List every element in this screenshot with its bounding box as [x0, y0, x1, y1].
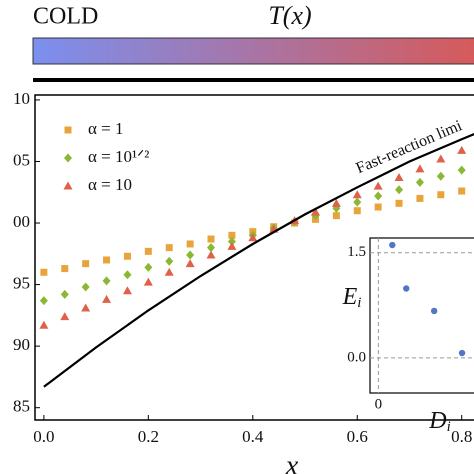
inset-x-tick-label: 0 — [375, 396, 383, 412]
y-tick-label: 00 — [13, 212, 30, 231]
legend-label: α = 10¹ᐟ² — [88, 147, 149, 166]
marker-triangle — [436, 154, 446, 163]
marker-square — [458, 187, 466, 195]
marker-square — [61, 265, 69, 273]
inset-y-tick-label: 1.5 — [347, 244, 366, 260]
marker-triangle — [39, 320, 49, 329]
marker-diamond — [395, 185, 404, 195]
marker-triangle — [143, 277, 153, 286]
marker-triangle — [81, 303, 91, 312]
marker-triangle — [248, 233, 258, 242]
marker-dot — [430, 307, 438, 315]
marker-diamond — [353, 197, 362, 207]
marker-triangle — [352, 190, 362, 199]
marker-square — [186, 240, 194, 248]
marker-diamond — [123, 270, 132, 280]
x-axis-label: x — [285, 450, 299, 474]
x-tick-label: 0.0 — [33, 427, 54, 446]
marker-diamond — [144, 262, 153, 272]
inset-axis-label: Di — [428, 408, 451, 436]
marker-diamond — [374, 191, 383, 201]
marker-triangle — [227, 241, 237, 250]
marker-square — [207, 235, 215, 243]
marker-triangle — [122, 286, 132, 295]
marker-square — [40, 268, 48, 276]
marker-square — [374, 203, 382, 211]
marker-square — [228, 231, 236, 239]
inset-axis-label: Ei — [342, 284, 362, 312]
x-tick-label: 0.2 — [138, 427, 159, 446]
marker-square — [437, 191, 445, 199]
marker-square — [353, 207, 361, 215]
marker-diamond — [207, 243, 216, 253]
marker-triangle — [457, 145, 467, 154]
marker-diamond — [165, 256, 174, 266]
marker-triangle — [415, 164, 425, 173]
marker-diamond — [227, 236, 236, 246]
marker-square — [123, 252, 131, 260]
y-tick-label: 85 — [13, 397, 30, 416]
marker-triangle — [394, 172, 404, 181]
marker-triangle — [102, 294, 112, 303]
marker-diamond — [457, 165, 466, 175]
marker-square — [82, 260, 90, 268]
marker-square — [144, 247, 152, 255]
marker-square — [103, 256, 111, 264]
legend-marker — [64, 126, 72, 134]
marker-diamond — [415, 177, 424, 187]
marker-diamond — [436, 171, 445, 181]
inset-background — [369, 237, 474, 394]
marker-triangle — [185, 259, 195, 268]
x-tick-label: 0.8 — [451, 427, 472, 446]
annotation: Fast-reaction limi — [354, 117, 465, 177]
marker-triangle — [331, 198, 341, 207]
legend-label: α = 10 — [88, 175, 132, 194]
legend-marker — [63, 181, 73, 190]
colorbar-left-label: COLD — [33, 4, 98, 30]
marker-triangle — [206, 250, 216, 259]
marker-square — [395, 199, 403, 207]
y-tick-label: 95 — [13, 273, 30, 292]
legend-marker — [64, 153, 72, 163]
marker-triangle — [373, 181, 383, 190]
marker-diamond — [60, 289, 69, 299]
marker-diamond — [102, 276, 111, 286]
marker-dot — [403, 285, 410, 292]
legend-label: α = 1 — [88, 119, 124, 138]
y-tick-label: 90 — [13, 335, 30, 354]
marker-square — [165, 244, 173, 252]
plot-frame — [34, 94, 474, 421]
marker-square — [416, 194, 424, 202]
marker-diamond — [81, 282, 90, 292]
colorbar — [32, 37, 474, 65]
curve — [43, 133, 474, 388]
colorbar-title: T(x) — [268, 1, 311, 30]
y-tick-label: 05 — [13, 150, 30, 169]
x-tick-label: 0.4 — [242, 427, 264, 446]
marker-dot — [458, 349, 466, 357]
marker-triangle — [310, 207, 320, 216]
marker-dot — [389, 241, 396, 249]
y-tick-label: 10 — [13, 89, 30, 108]
x-tick-label: 0.6 — [347, 427, 368, 446]
marker-diamond — [39, 296, 48, 306]
marker-diamond — [186, 250, 195, 260]
inset-y-tick-label: 0.0 — [347, 349, 366, 365]
plot-area — [39, 133, 474, 388]
marker-triangle — [164, 267, 174, 276]
marker-square — [332, 212, 340, 220]
marker-triangle — [60, 312, 70, 321]
